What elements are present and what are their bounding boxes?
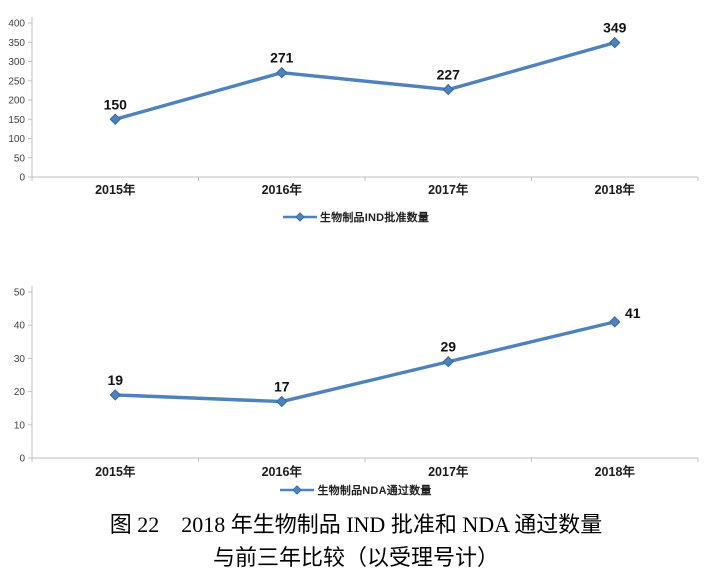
category-label: 2015年 <box>95 182 136 197</box>
data-label: 227 <box>437 67 461 83</box>
category-label: 2017年 <box>428 464 469 479</box>
data-label: 19 <box>107 372 123 388</box>
data-label: 29 <box>440 339 456 355</box>
series-line <box>113 320 617 404</box>
data-point-marker <box>609 316 621 328</box>
category-label: 2018年 <box>595 182 636 197</box>
data-label: 41 <box>625 305 641 321</box>
data-point-marker <box>442 356 454 368</box>
y-tick-label: 10 <box>14 420 26 431</box>
figure-caption: 图 22 2018 年生物制品 IND 批准和 NDA 通过数量 与前三年比较（… <box>0 508 712 574</box>
data-point-marker <box>109 389 121 401</box>
y-tick-label: 400 <box>8 19 25 30</box>
y-tick-label: 350 <box>8 38 25 49</box>
data-point-marker <box>609 36 621 49</box>
figure-caption-line1: 图 22 2018 年生物制品 IND 批准和 NDA 通过数量 <box>109 512 603 537</box>
category-label: 2016年 <box>262 464 303 479</box>
y-tick-label: 100 <box>8 134 25 145</box>
y-tick-label: 250 <box>8 76 25 87</box>
data-point-marker <box>276 395 288 408</box>
data-point-marker <box>442 83 454 96</box>
y-tick-label: 150 <box>8 115 25 126</box>
nda-legend-label: 生物制品NDA通过数量 <box>317 485 432 497</box>
category-label: 2015年 <box>95 464 136 479</box>
data-label: 349 <box>603 20 627 36</box>
series-line <box>113 40 617 121</box>
data-label: 17 <box>274 379 290 395</box>
ind-legend-label: 生物制品IND批准数量 <box>319 212 430 224</box>
line-diamond-marker-icon <box>282 212 317 222</box>
category-label: 2016年 <box>262 182 303 197</box>
y-tick-label: 200 <box>8 96 25 107</box>
category-label: 2018年 <box>595 464 636 479</box>
y-tick-label: 50 <box>14 153 26 164</box>
y-tick-label: 0 <box>19 173 25 184</box>
data-label: 150 <box>104 96 128 112</box>
y-tick-label: 40 <box>14 321 26 332</box>
line-diamond-marker-icon <box>280 485 315 495</box>
y-tick-label: 30 <box>14 354 26 365</box>
data-point-marker <box>109 113 121 125</box>
data-point-marker <box>276 66 288 79</box>
nda-chart-canvas: 0 10 20 30 40 50 2015年 2016年 2017年 2018年 19 17 29 41 <box>14 286 699 479</box>
nda-chart-legend: 生物制品NDA通过数量 <box>0 482 712 498</box>
y-tick-label: 20 <box>14 387 26 398</box>
y-tick-label: 0 <box>19 454 25 465</box>
ind-chart-canvas: 0 50 100 150 200 250 300 350 400 2015年 2016年 2017年 2… <box>8 17 699 197</box>
figure-caption-line2: 与前三年比较（以受理号计） <box>212 545 499 570</box>
data-label: 271 <box>270 50 294 66</box>
y-tick-label: 50 <box>14 288 26 299</box>
y-tick-label: 300 <box>8 57 25 68</box>
category-label: 2017年 <box>428 182 469 197</box>
ind-chart-legend: 生物制品IND批准数量 <box>0 209 712 225</box>
